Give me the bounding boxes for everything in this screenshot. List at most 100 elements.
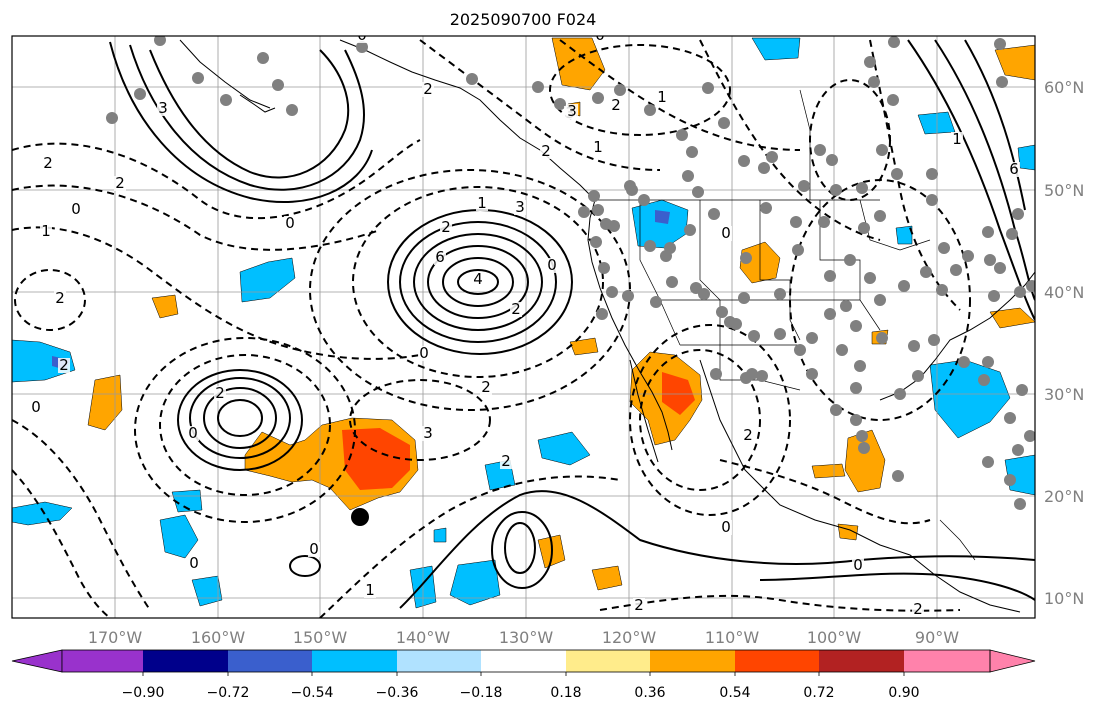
station-dot bbox=[888, 36, 900, 48]
station-dot bbox=[854, 360, 866, 372]
longitude-label: 140°W bbox=[396, 628, 451, 647]
contour-label: 0 bbox=[31, 398, 41, 416]
contour-label-bg bbox=[54, 291, 66, 306]
station-dot bbox=[806, 332, 818, 344]
latitude-label: 30°N bbox=[1044, 385, 1084, 404]
contour-label: 2 bbox=[501, 452, 511, 470]
map-panel: 3220120136420220232201001202321002260001… bbox=[11, 26, 1084, 647]
station-dot bbox=[856, 182, 868, 194]
colorbar-tick-label: 0.36 bbox=[634, 685, 665, 701]
contour-label: 1 bbox=[593, 138, 603, 156]
colorbar-tick-label: 0.54 bbox=[719, 685, 750, 701]
station-dot bbox=[1014, 286, 1026, 298]
station-dot bbox=[978, 374, 990, 386]
station-dot bbox=[106, 112, 118, 124]
contour-label: 2 bbox=[55, 289, 65, 307]
contour-label-bg bbox=[58, 358, 70, 373]
station-dot bbox=[844, 254, 856, 266]
station-dot bbox=[684, 224, 696, 236]
station-dot bbox=[740, 252, 752, 264]
station-dot bbox=[192, 72, 204, 84]
colorbar-tick-label: −0.18 bbox=[460, 685, 503, 701]
colorbar-tick-label: −0.54 bbox=[291, 685, 334, 701]
map-frame bbox=[11, 35, 1036, 619]
station-dot bbox=[760, 202, 772, 214]
colorbar-tick-label: −0.90 bbox=[122, 685, 165, 701]
longitude-label: 90°W bbox=[915, 628, 959, 647]
station-dot bbox=[1012, 444, 1024, 456]
contour-label-bg bbox=[440, 220, 452, 235]
colorbar-swatch bbox=[312, 650, 397, 672]
contour-label: 0 bbox=[721, 224, 731, 242]
contour-label: 2 bbox=[913, 600, 923, 618]
station-dot bbox=[858, 442, 870, 454]
longitude-label: 120°W bbox=[602, 628, 657, 647]
station-dot bbox=[824, 308, 836, 320]
station-dot bbox=[774, 328, 786, 340]
station-dot bbox=[220, 94, 232, 106]
station-dot bbox=[676, 129, 688, 141]
station-dot bbox=[836, 344, 848, 356]
colorbar-extend-high bbox=[989, 649, 1036, 673]
contour-label-bg bbox=[510, 302, 522, 317]
station-dot bbox=[716, 306, 728, 318]
station-dot bbox=[892, 470, 904, 482]
colorbar-tick-label: 0.18 bbox=[550, 685, 581, 701]
station-dot bbox=[824, 270, 836, 282]
station-dot bbox=[466, 73, 478, 85]
station-dot bbox=[154, 36, 166, 46]
station-dot bbox=[988, 290, 1000, 302]
contour-label: 0 bbox=[189, 554, 199, 572]
longitude-label: 150°W bbox=[293, 628, 348, 647]
station-dot bbox=[1004, 412, 1016, 424]
black-dot-marker bbox=[351, 508, 369, 526]
station-dot bbox=[928, 334, 940, 346]
contour-label-bg bbox=[1008, 162, 1020, 177]
contour-label-bg bbox=[284, 216, 296, 231]
contour-label: 2 bbox=[611, 96, 621, 114]
station-dot bbox=[858, 222, 870, 234]
station-dot bbox=[912, 370, 924, 382]
station-dot bbox=[958, 356, 970, 368]
station-dot bbox=[938, 242, 950, 254]
station-dot bbox=[748, 330, 760, 342]
station-dot bbox=[908, 340, 920, 352]
contour-label-bg bbox=[633, 598, 645, 613]
contour-label: 0 bbox=[595, 26, 605, 44]
latitude-label: 50°N bbox=[1044, 181, 1084, 200]
station-dot bbox=[578, 206, 590, 218]
station-dot bbox=[134, 88, 146, 100]
station-dot bbox=[806, 368, 818, 380]
contour-label-bg bbox=[546, 258, 558, 273]
station-dot bbox=[356, 41, 368, 53]
contour-label: 0 bbox=[188, 424, 198, 442]
station-dot bbox=[596, 308, 608, 320]
contour-label-bg bbox=[951, 132, 963, 147]
station-dot bbox=[592, 204, 604, 216]
colorbar-swatch bbox=[481, 650, 566, 672]
station-dot bbox=[826, 154, 838, 166]
contour-label: 0 bbox=[285, 214, 295, 232]
contour-label: 0 bbox=[71, 200, 81, 218]
contour-label: 3 bbox=[567, 102, 577, 120]
station-markers bbox=[106, 36, 1035, 510]
station-dot bbox=[850, 320, 862, 332]
station-dot bbox=[850, 414, 862, 426]
station-dot bbox=[738, 155, 750, 167]
station-dot bbox=[876, 332, 888, 344]
colorbar-swatch bbox=[62, 650, 143, 672]
station-dot bbox=[1004, 474, 1016, 486]
contour-label: 2 bbox=[43, 154, 53, 172]
station-dot bbox=[588, 190, 600, 202]
station-dot bbox=[718, 117, 730, 129]
contour-label-bg bbox=[418, 346, 430, 361]
contour-label-bg bbox=[566, 104, 578, 119]
latitude-label: 40°N bbox=[1044, 283, 1084, 302]
contour-label: 2 bbox=[743, 426, 753, 444]
contour-label-bg bbox=[157, 101, 169, 116]
contour-label-bg bbox=[70, 202, 82, 217]
station-dot bbox=[622, 290, 634, 302]
colorbar-swatch bbox=[566, 650, 650, 672]
station-dot bbox=[850, 382, 862, 394]
station-dot bbox=[982, 226, 994, 238]
